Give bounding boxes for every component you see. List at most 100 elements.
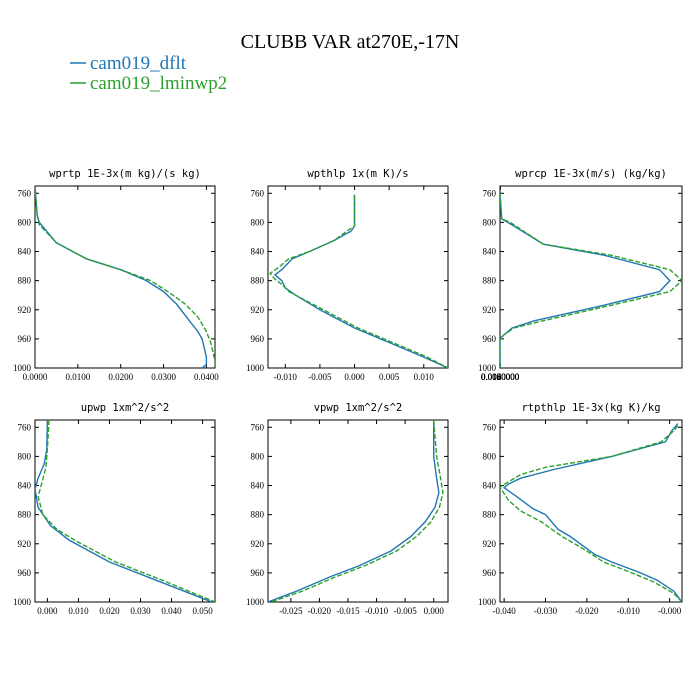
- y-tick-label: 880: [18, 510, 32, 520]
- y-tick-label: 960: [483, 334, 497, 344]
- x-tick-label: -0.010: [617, 606, 641, 616]
- legend-entry-1: cam019_dflt: [70, 53, 187, 74]
- series-line-lminwp2: [270, 420, 444, 602]
- chart-panel-5: vpwp 1xm^2/s^2 760 800 840 880 920 960 1000 -0.0…: [246, 402, 449, 616]
- y-tick-label: 880: [483, 510, 497, 520]
- y-tick-label: 1000: [246, 597, 265, 607]
- x-tick-label: 0.0060000: [481, 372, 520, 382]
- plot-frame: [267, 419, 449, 603]
- series-line-dflt: [35, 186, 208, 368]
- x-tick-label: 0.030: [130, 606, 151, 616]
- x-tick-label: 0.000: [344, 372, 365, 382]
- x-tick-label: 0.0080000: [481, 372, 520, 382]
- plot-frame: [499, 185, 683, 369]
- plot-frame: [34, 185, 216, 369]
- y-tick-label: 760: [18, 188, 32, 198]
- y-tick-label: 920: [18, 305, 32, 315]
- x-tick-label: -0.030: [534, 606, 558, 616]
- x-tick-label: -0.005: [394, 606, 418, 616]
- y-tick-label: 1000: [13, 363, 32, 373]
- panel-title: wpthlp 1x(m K)/s: [307, 168, 408, 180]
- x-tick-label: 0.000: [424, 606, 445, 616]
- x-tick-label: 0.0200: [108, 372, 133, 382]
- y-tick-label: 840: [18, 247, 32, 257]
- x-tick-label: -0.010: [274, 372, 298, 382]
- x-tick-label: -0.000: [658, 606, 682, 616]
- series-line-dflt: [273, 194, 448, 368]
- y-tick-label: 760: [18, 422, 32, 432]
- y-tick-label: 920: [483, 539, 497, 549]
- x-tick-label: 0.050: [192, 606, 213, 616]
- x-tick-label: 0.0100: [65, 372, 90, 382]
- x-tick-label: 0.010: [68, 606, 89, 616]
- series-line-lminwp2: [500, 425, 682, 602]
- y-tick-label: 760: [251, 422, 265, 432]
- x-tick-label: 0.0040000: [481, 372, 520, 382]
- y-tick-label: 800: [251, 451, 265, 461]
- series-line-lminwp2: [500, 193, 682, 368]
- x-tick-label: 0.0000: [23, 372, 48, 382]
- legend-entry-2: cam019_lminwp2: [70, 73, 227, 94]
- series-line-lminwp2: [269, 194, 448, 368]
- y-tick-label: 1000: [478, 597, 497, 607]
- panel-title: wprcp 1E-3x(m/s) (kg/kg): [515, 168, 667, 180]
- chart-panel-1: wprtp 1E-3x(m kg)/(s kg) 760 800 840 880 920 9…: [13, 168, 219, 382]
- x-tick-label: 0.000: [37, 606, 58, 616]
- y-tick-label: 920: [251, 539, 265, 549]
- plot-frame: [499, 419, 683, 603]
- y-tick-label: 880: [251, 276, 265, 286]
- y-tick-label: 800: [483, 217, 497, 227]
- y-tick-label: 800: [18, 451, 32, 461]
- y-tick-label: 840: [18, 481, 32, 491]
- panel-title: wprtp 1E-3x(m kg)/(s kg): [49, 168, 201, 180]
- chart-panel-2: wpthlp 1x(m K)/s 760 800 840 880 920 960 1000 -0…: [246, 168, 449, 382]
- y-tick-label: 760: [483, 188, 497, 198]
- x-tick-label: 0.0300: [151, 372, 176, 382]
- panel-title: rtpthlp 1E-3x(kg K)/kg: [521, 402, 660, 414]
- y-tick-label: 1000: [13, 597, 32, 607]
- x-tick-label: 0.020: [99, 606, 120, 616]
- x-tick-label: 0.0400: [194, 372, 219, 382]
- x-tick-label: -0.015: [336, 606, 360, 616]
- y-tick-label: 760: [251, 188, 265, 198]
- legend-label-1: cam019_dflt: [90, 53, 187, 74]
- x-tick-label: 0.005: [379, 372, 400, 382]
- legend-label-2: cam019_lminwp2: [90, 73, 227, 94]
- panel-title: vpwp 1xm^2/s^2: [314, 402, 403, 414]
- y-tick-label: 920: [483, 305, 497, 315]
- series-line-lminwp2: [35, 186, 215, 368]
- chart-panel-4: upwp 1xm^2/s^2 760 800 840 880 920 960 1000 0.00…: [13, 402, 216, 616]
- y-tick-label: 840: [483, 247, 497, 257]
- chart-panel-6: rtpthlp 1E-3x(kg K)/kg 760 800 840 880 920 960…: [478, 402, 683, 616]
- chart-panels: wprtp 1E-3x(m kg)/(s kg) 760 800 840 880 920 9…: [13, 168, 683, 616]
- x-tick-label: -0.010: [365, 606, 389, 616]
- x-tick-label: 0.0100000: [481, 372, 520, 382]
- y-tick-label: 920: [18, 539, 32, 549]
- plot-frame: [34, 419, 216, 603]
- y-tick-label: 920: [251, 305, 265, 315]
- x-tick-label: -0.020: [308, 606, 332, 616]
- y-tick-label: 1000: [478, 363, 497, 373]
- y-tick-label: 960: [251, 568, 265, 578]
- x-tick-label: -0.020: [575, 606, 599, 616]
- y-tick-label: 800: [251, 217, 265, 227]
- y-tick-label: 880: [483, 276, 497, 286]
- x-tick-label: 0.0020000: [481, 372, 520, 382]
- y-tick-label: 960: [483, 568, 497, 578]
- y-tick-label: 840: [251, 481, 265, 491]
- y-tick-label: 800: [18, 217, 32, 227]
- x-tick-label: 0.010: [414, 372, 435, 382]
- series-line-dflt: [502, 423, 682, 602]
- series-line-dflt: [500, 193, 671, 368]
- y-tick-label: 960: [251, 334, 265, 344]
- y-tick-label: 840: [483, 481, 497, 491]
- panel-title: upwp 1xm^2/s^2: [81, 402, 170, 414]
- series-line-dflt: [35, 420, 213, 602]
- chart-panel-3: wprcp 1E-3x(m/s) (kg/kg) 760 800 840 880 920 9…: [478, 168, 683, 382]
- x-tick-label: 0.0000000: [481, 372, 520, 382]
- series-line-dflt: [268, 420, 440, 602]
- figure-title: CLUBB VAR at270E,-17N: [241, 31, 460, 53]
- y-tick-label: 760: [483, 422, 497, 432]
- y-tick-label: 960: [18, 568, 32, 578]
- x-tick-label: -0.025: [279, 606, 303, 616]
